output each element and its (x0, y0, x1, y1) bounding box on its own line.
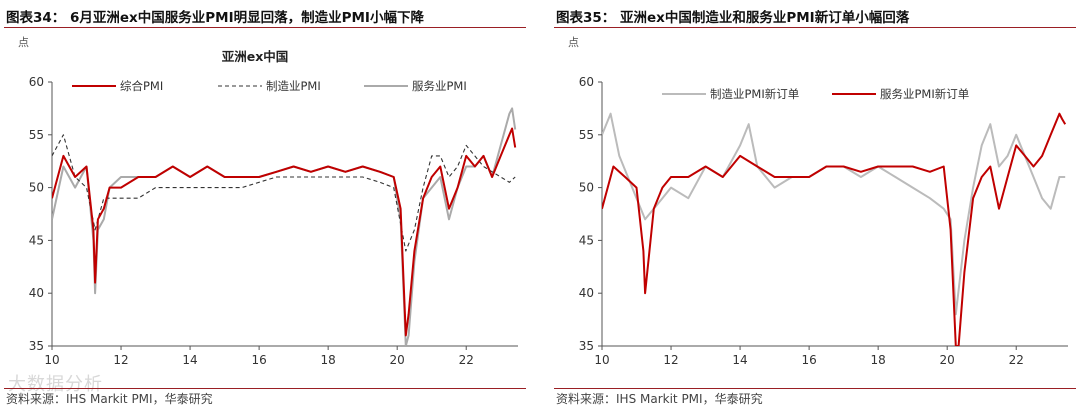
x-tick-label: 16 (251, 353, 266, 367)
y-tick-label: 45 (579, 233, 594, 247)
source-note: 资料来源：IHS Markit PMI，华泰研究 (6, 392, 213, 406)
x-tick-label: 14 (732, 353, 747, 367)
x-tick-label: 12 (113, 353, 128, 367)
y-tick-label: 40 (579, 286, 594, 300)
y-tick-label: 35 (579, 339, 594, 353)
legend-label-2: 服务业PMI (412, 79, 467, 93)
figure-35: 图表35： 亚洲ex中国制造业和服务业PMI新订单小幅回落 点 35 40 45 50 5… (550, 0, 1080, 409)
figure-title: 图表34： 6月亚洲ex中国服务业PMI明显回落，制造业PMI小幅下降 (6, 10, 424, 26)
y-axis-label: 点 (18, 36, 29, 49)
y-tick-label: 55 (29, 128, 44, 142)
y-tick-label: 40 (29, 286, 44, 300)
y-tick-label: 50 (579, 181, 594, 195)
x-tick-label: 10 (594, 353, 609, 367)
watermark: 大数据分析 (8, 374, 103, 395)
title-divider (554, 27, 1076, 28)
series-line-0 (52, 127, 517, 337)
line-chart-asia-new-orders: 点 35 40 45 50 55 60 10 12 14 16 18 20 22 制造业PMI新订单 服务业P… (568, 36, 1068, 367)
y-tick-label: 55 (579, 128, 594, 142)
series-line-1 (602, 112, 1067, 346)
x-tick-label: 16 (801, 353, 816, 367)
y-tick-label: 45 (29, 233, 44, 247)
x-tick-label: 20 (390, 353, 405, 367)
y-tick-label: 50 (29, 181, 44, 195)
legend-label-1: 服务业PMI新订单 (880, 87, 969, 101)
x-tick-label: 20 (940, 353, 955, 367)
legend-label-1: 制造业PMI (266, 79, 321, 93)
series-line-2 (52, 107, 517, 346)
x-tick-label: 14 (182, 353, 197, 367)
source-note: 资料来源：IHS Markit PMI，华泰研究 (556, 392, 763, 406)
x-tick-label: 10 (44, 353, 59, 367)
series-line-0 (602, 112, 1066, 316)
legend-label-0: 综合PMI (120, 79, 163, 93)
footer-divider (554, 388, 1076, 389)
footer-divider (4, 388, 526, 389)
x-tick-label: 18 (871, 353, 886, 367)
x-tick-label: 18 (321, 353, 336, 367)
legend-label-0: 制造业PMI新订单 (710, 87, 799, 101)
title-divider (4, 27, 526, 28)
y-tick-label: 35 (29, 339, 44, 353)
x-tick-label: 12 (663, 353, 678, 367)
x-tick-label: 22 (459, 353, 474, 367)
x-tick-label: 22 (1009, 353, 1024, 367)
figure-34: 图表34： 6月亚洲ex中国服务业PMI明显回落，制造业PMI小幅下降 点亚洲e… (0, 0, 530, 409)
chart-title: 亚洲ex中国 (222, 49, 289, 64)
y-axis-label: 点 (568, 36, 579, 49)
series-line-1 (52, 134, 516, 252)
y-tick-label: 60 (29, 75, 44, 89)
figure-title: 图表35： 亚洲ex中国制造业和服务业PMI新订单小幅回落 (556, 10, 910, 26)
y-tick-label: 60 (579, 75, 594, 89)
